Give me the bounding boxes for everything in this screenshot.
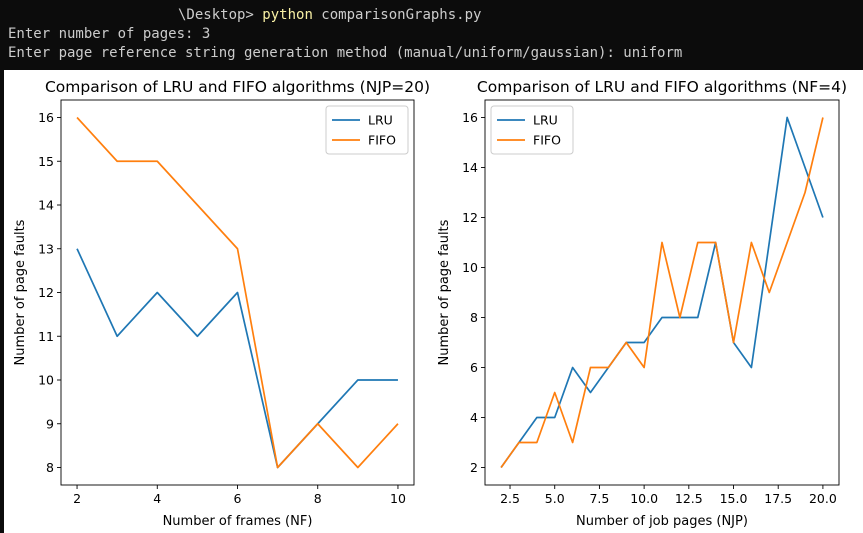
left-ytick-label: 10 [38, 373, 54, 388]
left-ytick-label: 15 [38, 154, 54, 169]
left-xtick-label: 4 [153, 491, 161, 506]
left-legend-box [325, 105, 409, 155]
right-xtick-label: 10.0 [630, 491, 658, 506]
left-legend-label-lru: LRU [368, 113, 393, 128]
right-ytick-label: 4 [470, 410, 478, 425]
left-legend-label-fifo: FIFO [368, 133, 396, 148]
terminal-line-command: \Desktop> python comparisonGraphs.py [178, 6, 481, 25]
right-xtick-label: 17.5 [764, 491, 792, 506]
right-xtick-label: 2.5 [500, 491, 520, 506]
left-ytick-label: 14 [38, 198, 54, 213]
terminal-command-args: comparisonGraphs.py [312, 7, 482, 23]
right-legend-label-lru: LRU [533, 113, 558, 128]
terminal-line-method: Enter page reference string generation m… [8, 45, 683, 61]
left-ytick-label: 16 [38, 110, 54, 125]
left-chart-title: Comparison of LRU and FIFO algorithms (N… [45, 78, 430, 96]
right-chart-title: Comparison of LRU and FIFO algorithms (N… [477, 78, 847, 96]
right-ytick-label: 2 [470, 460, 478, 475]
right-series-fifo-line [500, 117, 824, 468]
left-series-lru-line [76, 248, 398, 469]
right-ytick-label: 8 [470, 310, 478, 325]
right-ytick-label: 12 [462, 210, 478, 225]
left-chart: Comparison of LRU and FIFO algorithms (N… [13, 78, 430, 529]
chart-canvas: Comparison of LRU and FIFO algorithms (N… [13, 78, 847, 529]
right-chart: Comparison of LRU and FIFO algorithms (N… [437, 78, 847, 529]
right-series-lru-line [500, 116, 824, 468]
terminal-line-pages: Enter number of pages: 3 [8, 26, 211, 42]
right-ytick-label: 10 [462, 260, 478, 275]
right-ytick-label: 14 [462, 160, 478, 175]
left-yaxis-label: Number of page faults [13, 219, 28, 365]
left-xtick-label: 8 [314, 491, 322, 506]
right-yaxis-label: Number of page faults [437, 219, 452, 365]
left-xtick-label: 10 [390, 491, 406, 506]
right-xaxis-label: Number of job pages (NJP) [576, 514, 748, 529]
left-ytick-label: 11 [38, 329, 54, 344]
left-ytick-label: 9 [46, 416, 54, 431]
chart-figure: Comparison of LRU and FIFO algorithms (N… [4, 70, 863, 533]
left-series-fifo-line [76, 116, 399, 469]
terminal-window: \Desktop> python comparisonGraphs.py Ent… [0, 0, 863, 70]
left-ytick-label: 12 [38, 285, 54, 300]
right-ytick-label: 6 [470, 360, 478, 375]
right-xtick-label: 12.5 [675, 491, 703, 506]
right-ytick-label: 16 [462, 110, 478, 125]
left-ytick-label: 13 [38, 241, 54, 256]
right-axes-frame [484, 99, 840, 486]
left-xtick-label: 6 [234, 491, 242, 506]
right-xtick-label: 7.5 [589, 491, 609, 506]
right-legend-box [490, 105, 574, 155]
right-xtick-label: 15.0 [720, 491, 748, 506]
terminal-prompt: \Desktop> [178, 7, 263, 23]
terminal-command: python [262, 7, 313, 23]
left-xaxis-label: Number of frames (NF) [163, 514, 313, 529]
right-xtick-label: 20.0 [809, 491, 837, 506]
right-xtick-label: 5.0 [545, 491, 565, 506]
left-xtick-label: 2 [73, 491, 81, 506]
left-ytick-label: 8 [46, 460, 54, 475]
right-legend-label-fifo: FIFO [533, 133, 561, 148]
